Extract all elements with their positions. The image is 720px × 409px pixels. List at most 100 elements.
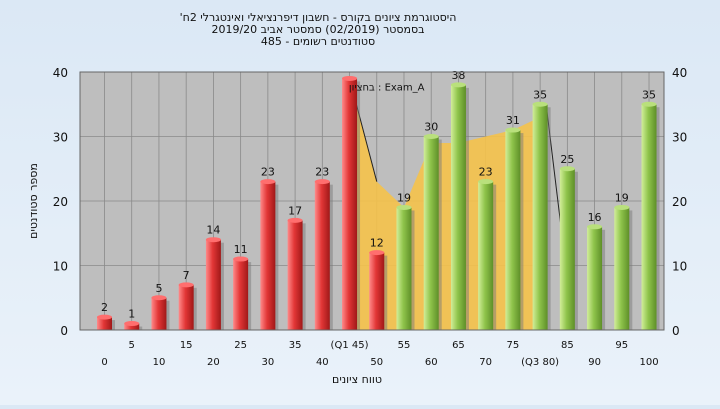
y-tick-label-left: 30 (53, 131, 68, 145)
data-label: 38 (451, 69, 465, 82)
y-tick-label-right: 40 (672, 66, 687, 80)
bar-cap (178, 282, 194, 288)
y-tick-label-left: 0 (60, 324, 68, 338)
bar (260, 181, 276, 330)
y-axis-title: מספר סטודנטים (27, 163, 40, 239)
bar-cap (587, 224, 603, 230)
bar (314, 181, 330, 330)
data-label: 23 (479, 166, 493, 179)
bar-cap (314, 179, 330, 185)
x-tick-label: (Q3 80) (521, 357, 559, 368)
data-label: 1 (128, 308, 135, 321)
x-tick-label: 20 (207, 357, 220, 368)
x-tick-label: 95 (615, 340, 628, 351)
x-tick-label: 60 (425, 357, 438, 368)
bar (151, 297, 167, 330)
bar-cap (614, 204, 630, 210)
x-axis-title: טווח ציונים (332, 373, 382, 386)
bar (396, 207, 412, 330)
x-tick-label: 30 (261, 357, 274, 368)
bar-cap (124, 321, 140, 327)
y-tick-label-left: 20 (53, 195, 68, 209)
bar (233, 259, 249, 330)
bar (287, 220, 303, 330)
x-tick-label: 90 (588, 357, 601, 368)
data-label: 30 (424, 121, 438, 134)
x-tick-label: 65 (452, 340, 465, 351)
data-label: 5 (155, 282, 162, 295)
x-tick-label: 75 (507, 340, 520, 351)
x-tick-label: 25 (234, 340, 247, 351)
y-tick-label-right: 20 (672, 195, 687, 209)
data-label: 35 (533, 88, 547, 101)
y-tick-label-left: 10 (53, 260, 68, 274)
bar-cap (450, 82, 466, 88)
bar-cap (233, 256, 249, 262)
x-tick-label: 5 (129, 340, 135, 351)
x-tick-label: (Q1 45) (331, 340, 369, 351)
bar (614, 207, 630, 330)
x-tick-label: 15 (180, 340, 193, 351)
bar-cap (97, 314, 113, 320)
y-tick-label-right: 30 (672, 131, 687, 145)
x-tick-label: 70 (479, 357, 492, 368)
data-label: 35 (642, 88, 656, 101)
x-tick-label: 40 (316, 357, 329, 368)
bar (559, 168, 575, 330)
bar (205, 239, 221, 330)
data-label: 17 (288, 204, 302, 217)
bar-cap (369, 250, 385, 256)
chart-title: 'היסטוגרמת ציונים בקורס - חשבון דיפרנציא… (180, 11, 457, 48)
y-tick-label-left: 40 (53, 66, 68, 80)
data-label: 2 (101, 301, 108, 314)
data-label: 19 (615, 191, 629, 204)
bar (178, 284, 194, 330)
bar (587, 226, 603, 330)
plot-border (79, 71, 665, 331)
bar (532, 104, 548, 330)
x-tick-label: 100 (639, 357, 658, 368)
x-tick-label: 55 (398, 340, 411, 351)
bar-cap (532, 101, 548, 107)
bar (342, 78, 358, 330)
data-label: 12 (370, 237, 384, 250)
bar-cap (287, 217, 303, 223)
title-line: בסמסטר (02/2019) סמסטר אביב 2019/20 (211, 23, 424, 36)
y-tick-label-right: 0 (672, 324, 680, 338)
data-label: 14 (206, 224, 220, 237)
bar-cap (559, 166, 575, 172)
x-tick-label: 0 (101, 357, 107, 368)
bar (450, 84, 466, 331)
bar-cap (396, 204, 412, 210)
data-label: 16 (588, 211, 602, 224)
bar (641, 104, 657, 330)
median-annotation: בחציון : Exam_A (349, 82, 425, 93)
x-tick-label: 50 (370, 357, 383, 368)
data-label: 23 (261, 166, 275, 179)
data-label: 31 (506, 114, 520, 127)
bar (423, 136, 439, 330)
data-label: 25 (560, 153, 574, 166)
x-tick-label: 35 (289, 340, 302, 351)
bar (124, 323, 140, 330)
y-tick-label-right: 10 (672, 260, 687, 274)
bar-cap (205, 237, 221, 243)
bar-cap (478, 179, 494, 185)
bar (478, 181, 494, 330)
bar-cap (260, 179, 276, 185)
data-label: 23 (315, 166, 329, 179)
bar-cap (342, 75, 358, 81)
data-label: 19 (397, 191, 411, 204)
bar (505, 130, 521, 330)
x-tick-label: 10 (153, 357, 166, 368)
bar-cap (151, 295, 167, 301)
x-tick-label: 85 (561, 340, 574, 351)
title-line: 485 - סטודנטים רשומים (261, 35, 375, 48)
bar (97, 317, 113, 330)
plot-area: 2 15714112317231219303823313525161935בחצי… (27, 66, 687, 386)
data-label: 7 (183, 269, 190, 282)
bar (369, 252, 385, 330)
bar-cap (423, 134, 439, 139)
